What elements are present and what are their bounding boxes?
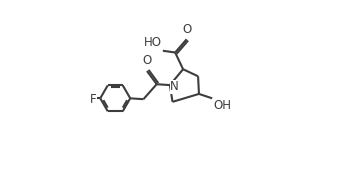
Text: OH: OH <box>213 99 231 112</box>
Text: N: N <box>170 80 179 93</box>
Text: O: O <box>142 54 152 67</box>
Text: F: F <box>90 93 97 106</box>
Text: O: O <box>182 23 192 36</box>
Text: HO: HO <box>144 36 162 49</box>
